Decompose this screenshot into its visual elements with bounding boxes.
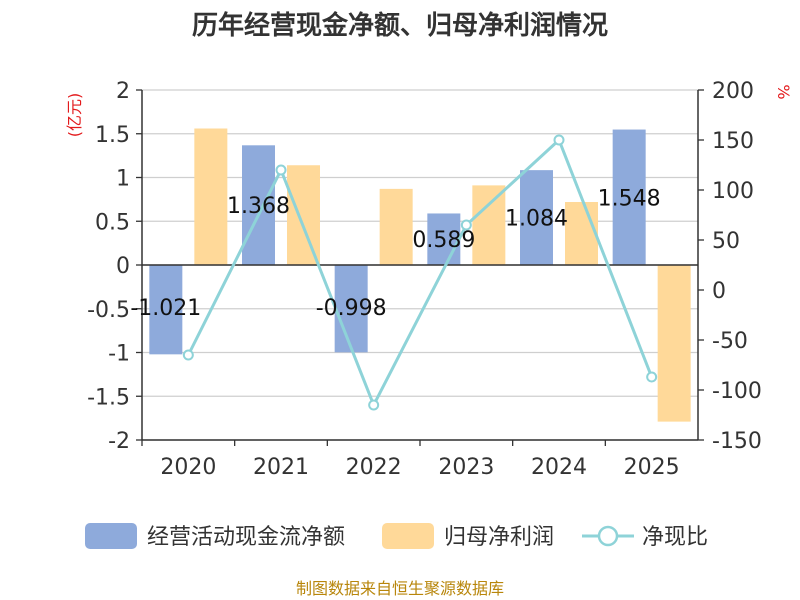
x-tick-label: 2020 xyxy=(160,455,216,480)
right-tick-label: -50 xyxy=(712,329,748,354)
ratio-line-path xyxy=(186,137,654,409)
cash-flow-bar xyxy=(334,265,368,353)
ratio-point xyxy=(182,349,194,361)
cash-flow-data-label: -0.998 xyxy=(316,296,387,321)
cash-flow-bar xyxy=(427,213,461,265)
legend-label-ratio: 净现比 xyxy=(642,525,708,550)
cash-flow-data-label: 1.084 xyxy=(505,207,568,232)
net-profit-bar xyxy=(194,128,228,265)
net-profit-bar xyxy=(287,165,320,265)
cash-flow-bar xyxy=(612,129,646,265)
net-profit-bar xyxy=(657,265,691,422)
left-tick-label: -0.5 xyxy=(87,298,130,323)
ratio-point xyxy=(368,399,380,411)
cash-flow-bar xyxy=(149,265,183,355)
ratio-point xyxy=(646,371,658,383)
legend-marker-ratio xyxy=(597,525,619,547)
left-tick-label: -2 xyxy=(108,429,130,454)
cash-flow-data-label: -1.021 xyxy=(130,296,201,321)
x-tick-label: 2021 xyxy=(253,455,309,480)
left-tick-label: 0.5 xyxy=(95,210,130,235)
right-tick-label: 200 xyxy=(712,79,754,104)
x-tick-label: 2023 xyxy=(438,455,494,480)
left-tick-label: -1.5 xyxy=(87,385,130,410)
x-tick-label: 2022 xyxy=(346,455,402,480)
legend-swatch-cash-flow xyxy=(85,523,137,549)
ratio-point xyxy=(275,164,287,176)
left-tick-label: -1 xyxy=(108,342,130,367)
legend-label-cash-flow: 经营活动现金流净额 xyxy=(147,525,345,550)
x-tick-label: 2025 xyxy=(624,455,680,480)
net-profit-bar xyxy=(472,185,506,265)
chart-title: 历年经营现金净额、归母净利润情况 xyxy=(192,10,608,41)
axes: 2 1.5 1 0.5 0 -0.5 -1 -1.5 -2 200 150 100 50 0 -50 -100… xyxy=(65,79,793,480)
right-tick-label: 0 xyxy=(712,279,726,304)
ratio-line xyxy=(182,134,658,411)
right-axis-unit: % xyxy=(774,84,793,99)
left-axis-unit: (亿元) xyxy=(65,93,84,138)
cash-flow-data-label: 1.548 xyxy=(598,186,661,211)
cash-flow-bar xyxy=(520,170,553,265)
right-tick-label: 150 xyxy=(712,129,754,154)
cash-flow-data-label: 0.589 xyxy=(412,228,475,253)
source-note: 制图数据来自恒生聚源数据库 xyxy=(296,579,504,598)
right-tick-label: -100 xyxy=(712,379,762,404)
cash-flow-data-label: 1.368 xyxy=(227,194,290,219)
legend-swatch-net-profit xyxy=(382,523,434,549)
right-tick-label: 100 xyxy=(712,179,754,204)
cash-flow-bar xyxy=(242,145,275,265)
data-labels: -1.021 1.368 -0.998 0.589 1.084 1.548 xyxy=(130,186,660,321)
net-profit-bar xyxy=(379,188,413,265)
ratio-point xyxy=(553,134,565,146)
right-tick-label: 50 xyxy=(712,229,740,254)
bars xyxy=(149,128,691,422)
net-profit-bar xyxy=(565,202,598,265)
left-tick-label: 0 xyxy=(116,254,130,279)
right-tick-label: -150 xyxy=(712,429,762,454)
legend: 经营活动现金流净额 归母净利润 净现比 xyxy=(85,523,708,550)
left-tick-label: 2 xyxy=(116,79,130,104)
ratio-point xyxy=(460,219,472,231)
left-tick-label: 1.5 xyxy=(95,123,130,148)
x-tick-label: 2024 xyxy=(531,455,587,480)
left-tick-label: 1 xyxy=(116,167,130,192)
legend-label-net-profit: 归母净利润 xyxy=(444,525,554,550)
